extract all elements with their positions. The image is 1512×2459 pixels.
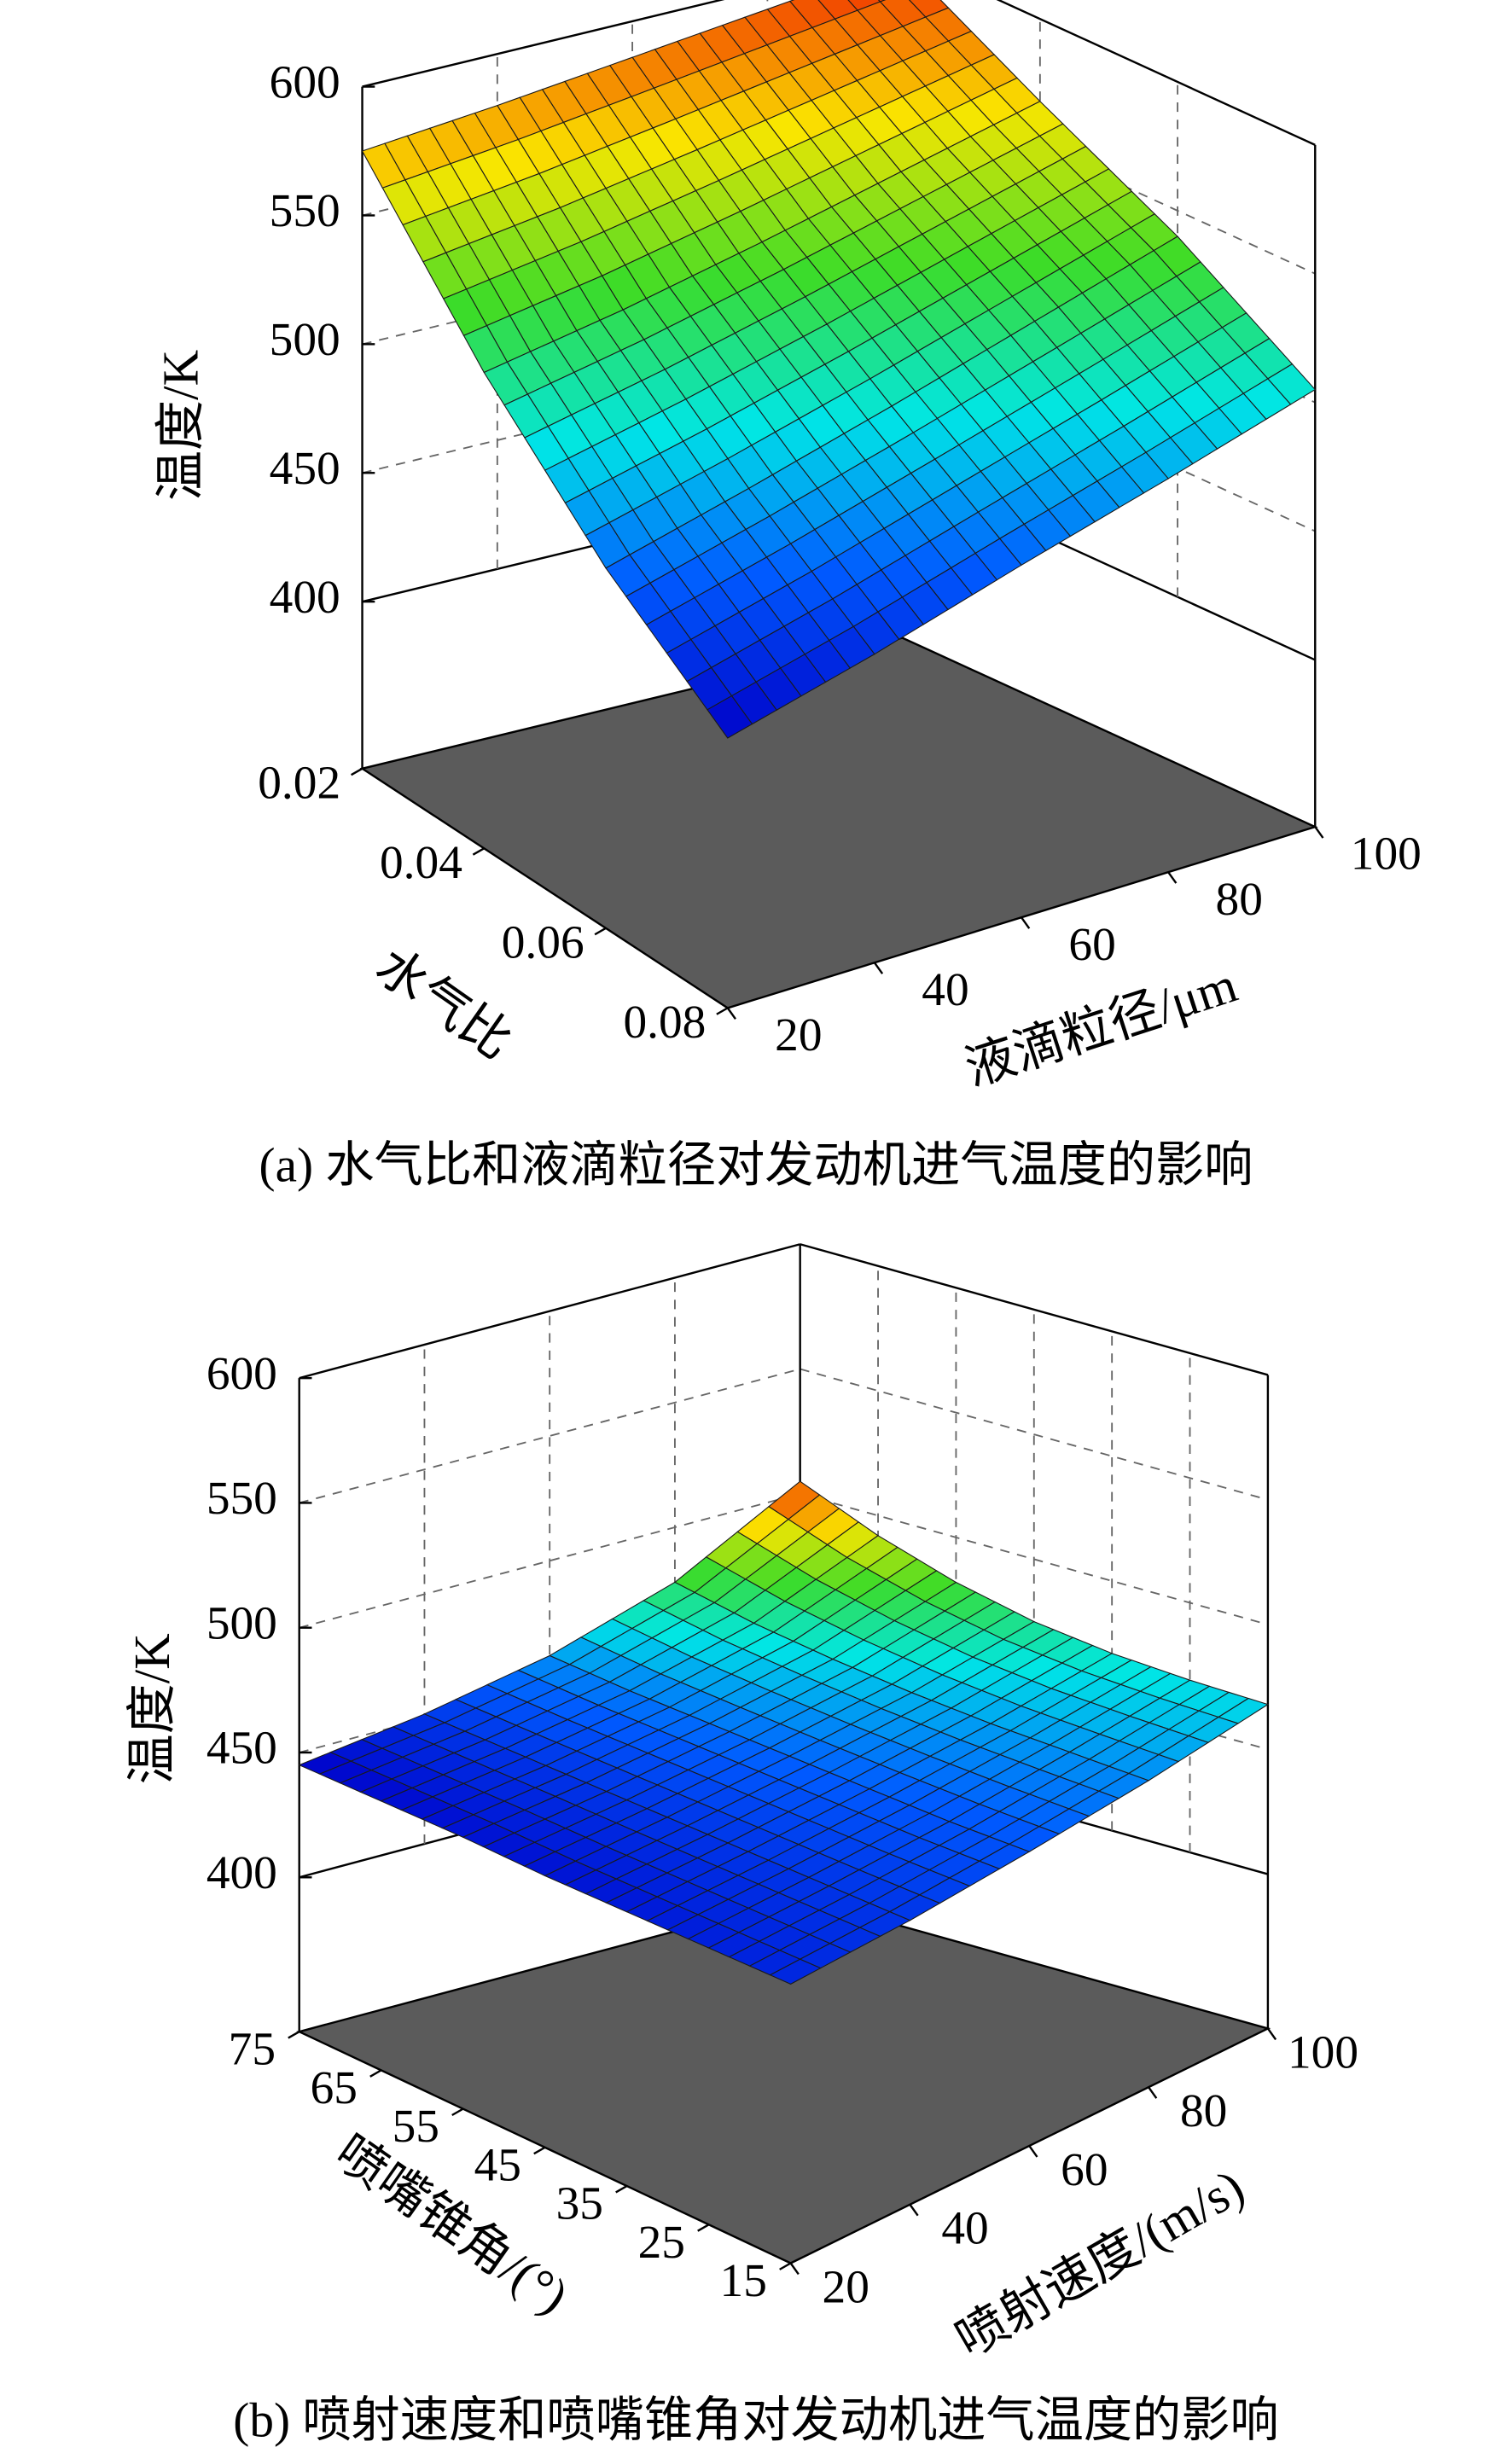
y-tick [697, 2224, 710, 2232]
x-tick [1028, 2145, 1038, 2158]
surface-patch [707, 695, 753, 739]
y-tick [451, 2107, 464, 2117]
y-tick-label: 35 [556, 2177, 603, 2229]
wall-edge [299, 1243, 800, 1380]
y-tick [779, 2262, 792, 2270]
y-tick-label: 0.06 [502, 916, 584, 968]
grid-line [800, 1368, 1269, 1501]
x-tick-label: 40 [941, 2202, 988, 2254]
y-axis-title: 水气比 [366, 937, 522, 1070]
caption: (b) 喷射速度和喷嘴锥角对发动机进气温度的影响 [233, 2394, 1278, 2448]
z-tick-label: 550 [270, 184, 340, 236]
z-tick-label: 550 [206, 1472, 277, 1524]
x-tick [1167, 871, 1178, 884]
y-tick-label: 45 [474, 2138, 521, 2190]
wall-edge [362, 0, 725, 88]
x-tick [873, 962, 884, 974]
z-tick-label: 500 [270, 313, 340, 365]
y-tick-label: 0.04 [380, 836, 462, 888]
x-tick-label: 20 [823, 2260, 869, 2312]
x-tick-label: 60 [1061, 2143, 1108, 2195]
z-tick-label: 600 [206, 1347, 277, 1399]
z-tick-label: 600 [270, 55, 340, 108]
wall-edge [996, 0, 1316, 146]
z-tick-label: 400 [270, 571, 340, 623]
wall-edge [800, 1243, 1269, 1376]
x-tick-label: 60 [1068, 918, 1115, 970]
caption: (a) 水气比和液滴粒径对发动机进气温度的影响 [259, 1139, 1253, 1193]
z-tick-label: 450 [206, 1722, 277, 1774]
y-tick [533, 2146, 546, 2155]
x-tick-label: 20 [775, 1009, 822, 1061]
y-tick-label: 25 [638, 2216, 685, 2268]
x-axis-title: 液滴粒径/μm [958, 956, 1243, 1097]
x-tick [1148, 2086, 1158, 2099]
x-tick-label: 80 [1216, 873, 1263, 925]
x-tick [909, 2204, 919, 2217]
z-tick-label: 400 [206, 1846, 277, 1898]
y-tick [288, 2031, 300, 2039]
z-axis-title: 温度/K [152, 349, 208, 500]
y-tick-label: 75 [229, 2023, 276, 2075]
x-tick-label: 100 [1351, 828, 1422, 880]
y-tick-label: 0.08 [623, 996, 706, 1048]
x-tick [789, 2262, 800, 2276]
y-tick [716, 1007, 729, 1015]
y-tick-label: 0.02 [258, 757, 340, 809]
z-axis-title: 温度/K [124, 1633, 180, 1784]
x-tick-label: 40 [922, 963, 968, 1015]
y-tick [615, 2185, 628, 2194]
x-tick [1266, 2027, 1277, 2041]
x-tick [1021, 916, 1031, 929]
x-tick-label: 100 [1288, 2026, 1358, 2078]
y-tick [594, 927, 607, 936]
y-tick [369, 2069, 382, 2078]
z-tick-label: 450 [270, 442, 340, 494]
y-tick-label: 15 [720, 2254, 767, 2306]
x-tick [726, 1007, 736, 1020]
y-tick [351, 767, 363, 776]
y-tick [472, 847, 485, 856]
x-tick [1314, 826, 1324, 839]
y-axis-title: 喷嘴锥角/(°) [326, 2124, 579, 2324]
y-tick-label: 65 [311, 2061, 358, 2113]
z-tick-label: 500 [206, 1596, 277, 1648]
surface-patch [769, 1958, 822, 1985]
y-tick-label: 55 [393, 2100, 439, 2152]
x-tick-label: 80 [1180, 2084, 1227, 2136]
